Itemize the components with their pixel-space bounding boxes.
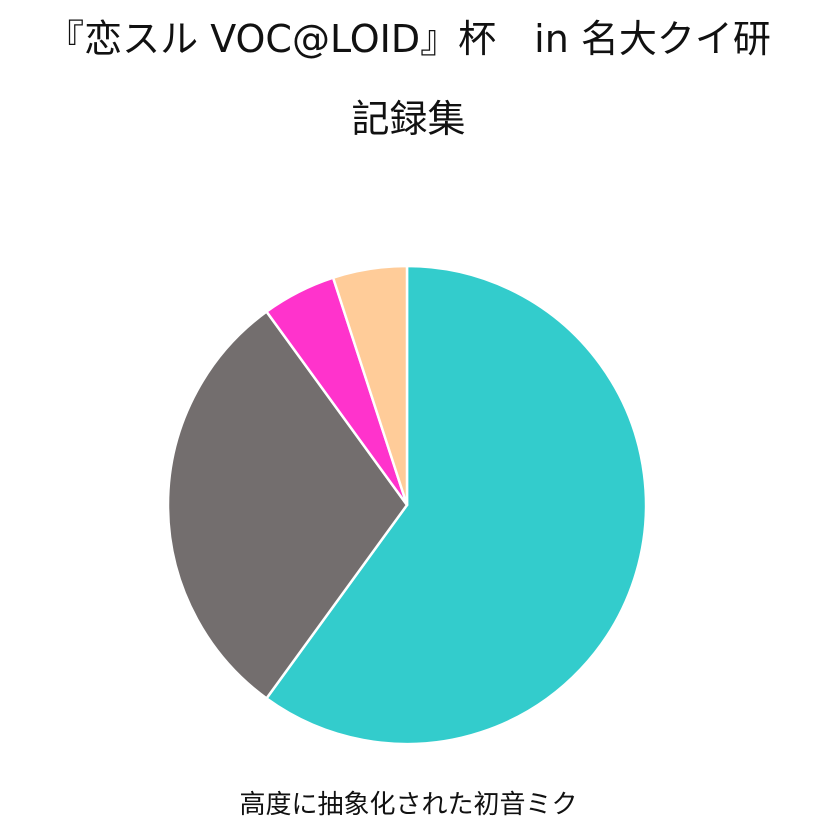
pie-slice-2 [166,310,409,700]
pie-slice-1 [265,264,648,746]
chart-caption: 高度に抽象化された初音ミク [239,790,578,820]
chart-title: 『恋スル VOC@LOID』杯 in 名大クイ研 [46,17,771,61]
chart-subtitle: 記録集 [351,97,466,141]
pie-slices [166,264,648,746]
pie-slice-4 [331,264,409,507]
